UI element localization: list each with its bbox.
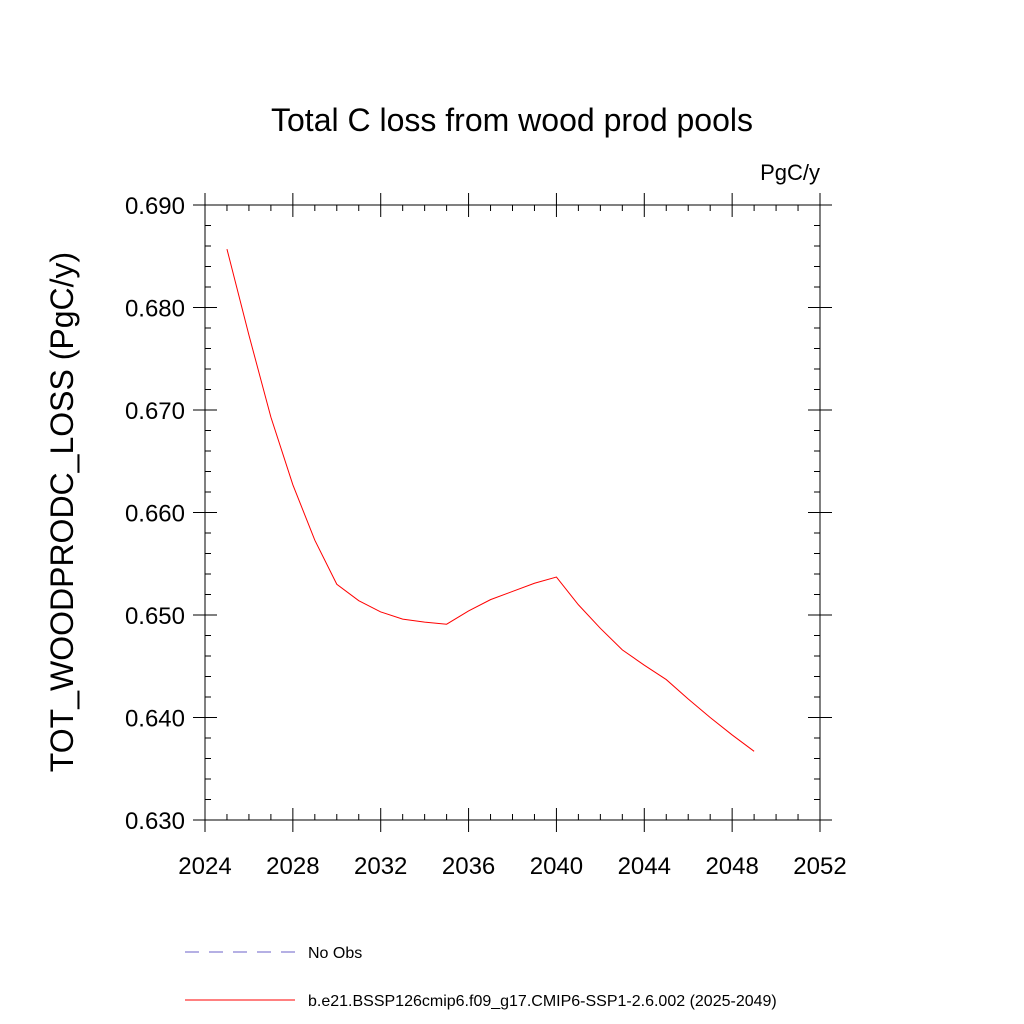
x-tick-label: 2036 <box>442 853 495 880</box>
y-tick-label: 0.680 <box>125 296 185 323</box>
units-label: PgC/y <box>760 160 820 185</box>
x-tick-label: 2024 <box>178 853 231 880</box>
x-tick-label: 2032 <box>354 853 407 880</box>
x-tick-label: 2040 <box>530 853 583 880</box>
x-tick-label: 2052 <box>793 853 846 880</box>
plot-frame <box>204 204 821 821</box>
y-axis-label: TOT_WOODPRODC_LOSS (PgC/y) <box>44 252 80 772</box>
x-tick-label: 2044 <box>618 853 671 880</box>
x-tick-label: 2028 <box>266 853 319 880</box>
y-tick-label: 0.650 <box>125 603 185 630</box>
y-tick-label: 0.640 <box>125 706 185 733</box>
x-tick-label: 2048 <box>705 853 758 880</box>
tick-labels: 2024 2028 2032 2036 2040 2044 2048 2052 0.630 0.6… <box>125 193 847 880</box>
y-tick-label: 0.660 <box>125 501 185 528</box>
y-tick-label: 0.630 <box>125 808 185 835</box>
legend-label: b.e21.BSSP126cmip6.f09_g17.CMIP6-SSP1-2.… <box>308 993 777 1010</box>
series-line <box>226 248 755 752</box>
y-tick-label: 0.690 <box>125 193 185 220</box>
y-tick-label: 0.670 <box>125 398 185 425</box>
series-layer <box>226 248 755 752</box>
chart-title: Total C loss from wood prod pools <box>271 102 753 138</box>
axis-ticks <box>193 193 832 832</box>
legend: No Obs b.e21.BSSP126cmip6.f09_g17.CMIP6-S… <box>185 945 777 1010</box>
legend-label: No Obs <box>308 945 362 962</box>
